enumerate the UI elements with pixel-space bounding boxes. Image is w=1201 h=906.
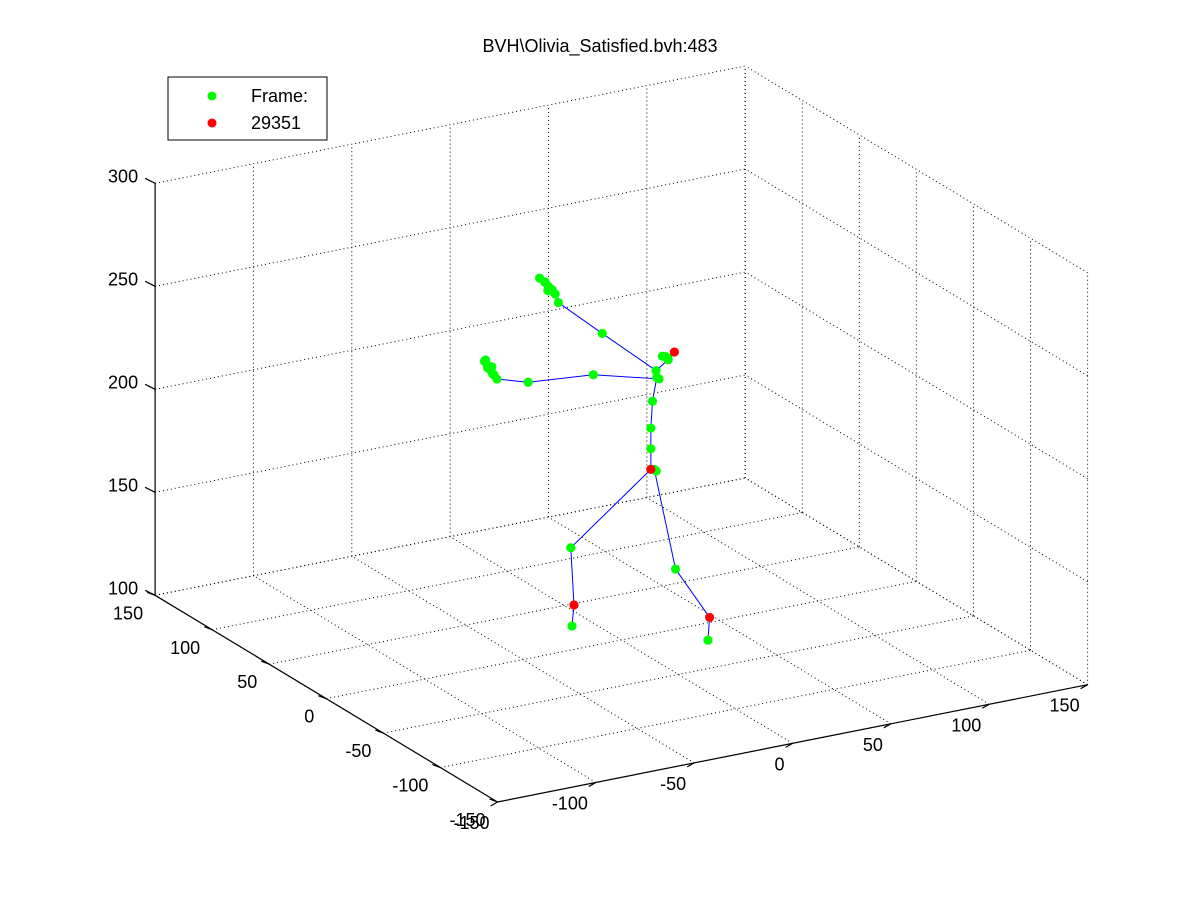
joint-point-l_hand_7 <box>488 369 498 379</box>
joint-point-spine2 <box>647 396 658 406</box>
legend: Frame: 29351 <box>167 76 328 141</box>
bone-segment <box>675 568 711 618</box>
x-tick-mark <box>490 801 498 807</box>
grid-layer <box>154 65 1089 803</box>
x-tick-mark <box>883 723 892 729</box>
y-tick-label: 150 <box>113 603 143 623</box>
joint-point-head <box>657 351 668 361</box>
bone-segment <box>570 547 575 606</box>
legend-box <box>167 76 328 141</box>
joint-point-spine <box>646 444 656 454</box>
z-tick-mark <box>144 486 156 493</box>
grid-line-floor-y <box>212 511 803 631</box>
y-tick-label: 0 <box>304 707 314 727</box>
y-tick-label: 100 <box>170 638 200 658</box>
grid-line-backwall-z <box>155 65 746 184</box>
x-tick-label: -150 <box>453 813 489 833</box>
z-tick-label: 150 <box>108 475 138 495</box>
legend-label-number: 29351 <box>251 113 301 133</box>
joint-point-l_hand_8 <box>487 362 497 372</box>
x-tick-mark <box>588 781 597 787</box>
x-tick-mark <box>686 762 695 768</box>
grid-line-backwall-z <box>155 374 746 493</box>
z-tick-label: 100 <box>108 578 138 598</box>
axis-layer <box>144 177 1088 807</box>
x-tick-label: 50 <box>863 735 883 755</box>
x-tick-label: -50 <box>660 774 686 794</box>
y-tick-mark <box>203 626 213 631</box>
z-tick-mark <box>144 177 156 184</box>
joint-point-l_forearm <box>523 377 533 387</box>
bone-segment <box>496 378 529 383</box>
grid-line-floor-y <box>326 580 917 700</box>
joint-point-r_leg <box>670 564 681 574</box>
x-tick-label: 0 <box>775 754 785 774</box>
y-tick-mark <box>489 798 498 803</box>
x-tick-label: 150 <box>1050 696 1080 716</box>
bone-segment <box>653 469 677 570</box>
y-tick-label: -50 <box>345 741 371 761</box>
joint-point-spine1 <box>646 423 656 433</box>
joint-point-r_hand_5 <box>535 273 545 283</box>
joint-point-l_arm <box>588 370 598 380</box>
legend-marker-number <box>207 118 217 128</box>
y-tick-label: 50 <box>237 672 257 692</box>
skeleton-joints <box>479 273 715 645</box>
joint-point-hips_marker <box>646 464 656 474</box>
bone-segment <box>601 333 657 371</box>
joint-point-r_shoulder <box>651 365 661 376</box>
joint-point-r_arm <box>597 328 607 339</box>
y-tick-mark <box>318 695 327 700</box>
joint-point-r_toe_base <box>704 612 715 623</box>
tick-labels: -150 -100 -50 0 50 100 150 -150 -100 -50 0 50 100 150… <box>108 166 1080 833</box>
x-tick-label: -100 <box>552 793 588 813</box>
chart-title: BVH\Olivia_Satisfied.bvh:483 <box>482 36 717 57</box>
joint-point-r_foot <box>703 635 713 645</box>
joint-point-head_end <box>669 347 679 357</box>
grid-line-backwall-z <box>155 271 746 390</box>
joint-point-l_hand_9 <box>481 355 491 365</box>
joint-point-l_toe_base <box>569 600 579 610</box>
joint-point-l_leg <box>566 543 576 553</box>
bone-segment <box>570 468 652 549</box>
bone-segment <box>528 374 594 383</box>
grid-line-backwall-z <box>155 477 746 596</box>
grid-line-backwall-z <box>155 168 746 287</box>
grid-line-floor-y <box>269 546 860 665</box>
z-tick-label: 300 <box>108 166 138 186</box>
x-tick-mark <box>1080 684 1088 690</box>
x-tick-mark <box>981 703 990 709</box>
legend-marker-frame <box>207 91 217 101</box>
z-tick-mark <box>144 589 156 596</box>
legend-label-frame: Frame: <box>251 86 308 106</box>
grid-line-floor-y <box>440 649 1031 769</box>
x-tick-mark <box>785 742 793 748</box>
bone-segment <box>558 302 603 334</box>
y-tick-label: -100 <box>392 776 428 796</box>
z-tick-label: 250 <box>108 269 138 289</box>
y-tick-label: -150 <box>449 810 485 830</box>
y-tick-mark <box>261 660 270 665</box>
y-tick-mark <box>375 729 384 734</box>
y-tick-mark <box>432 763 441 769</box>
z-tick-mark <box>144 383 156 390</box>
grid-line-floor-y <box>383 615 974 734</box>
joint-point-l_foot <box>567 621 577 631</box>
bone-segment <box>593 374 660 380</box>
joint-point-r_forearm <box>553 297 563 308</box>
joint-point-r_hand_8 <box>543 281 553 291</box>
z-tick-label: 200 <box>108 372 138 392</box>
joint-point-l_shoulder <box>654 374 664 384</box>
z-tick-mark <box>144 280 156 287</box>
x-tick-label: 100 <box>951 715 981 735</box>
